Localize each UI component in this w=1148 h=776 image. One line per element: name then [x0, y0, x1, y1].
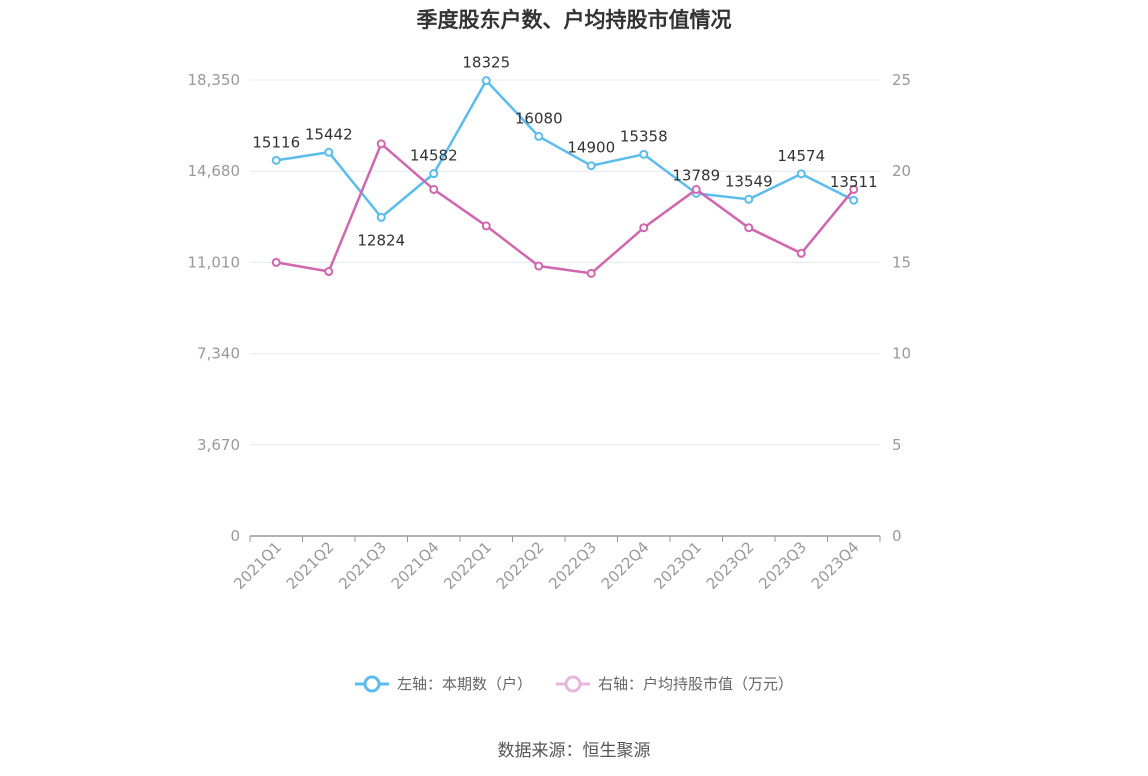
legend-item-right[interactable]: 右轴：户均持股市值（万元）: [556, 673, 793, 694]
x-tick-label: 2023Q4: [808, 538, 863, 593]
data-label: 16080: [515, 109, 563, 127]
legend-label-right: 右轴：户均持股市值（万元）: [598, 675, 794, 693]
data-point-1: [271, 155, 281, 165]
data-point-1: [586, 161, 596, 171]
data-label: 13789: [672, 166, 720, 184]
x-tick-label: 2023Q2: [703, 538, 758, 593]
data-point-1: [639, 149, 649, 159]
series-line-1: [276, 78, 855, 220]
data-point-2: [271, 257, 281, 267]
x-tick-label: 2022Q1: [440, 538, 495, 593]
y-tick-left: 7,340: [197, 345, 240, 363]
data-point-2: [429, 184, 439, 194]
data-label: 15358: [620, 127, 668, 145]
data-point-2: [849, 184, 859, 194]
data-point-1: [429, 169, 439, 179]
y-tick-left: 3,670: [197, 436, 240, 454]
data-label: 12824: [357, 231, 405, 249]
y-tick-right: 15: [892, 253, 911, 271]
data-point-2: [324, 267, 334, 277]
x-tick-label: 2021Q3: [335, 538, 390, 593]
y-tick-right: 25: [892, 71, 911, 89]
y-tick-right: 0: [892, 527, 902, 545]
data-label: 14900: [567, 139, 615, 157]
data-label: 18325: [462, 54, 510, 72]
chart-plot: 0 0 3,670 5 7,340 10 11,010 15 14,680 20 18,350 25 2…: [188, 54, 912, 593]
data-point-2: [586, 268, 596, 278]
data-point-2: [534, 261, 544, 271]
legend-label-left: 左轴：本期数（户）: [396, 675, 532, 693]
data-point-2: [376, 139, 386, 149]
data-point-1: [376, 212, 386, 222]
legend-marker-pink-icon: [556, 675, 590, 692]
data-point-2: [481, 221, 491, 231]
data-label: 13511: [830, 173, 878, 191]
y-tick-left: 18,350: [188, 71, 241, 89]
data-point-2: [744, 223, 754, 233]
series-line-2: [276, 141, 855, 275]
x-tick-label: 2022Q2: [493, 538, 548, 593]
y-tick-left: 14,680: [188, 162, 241, 180]
chart-legend: 左轴：本期数（户） 右轴：户均持股市值（万元）: [0, 673, 1148, 694]
y-tick-left: 0: [230, 527, 240, 545]
data-label: 13549: [725, 172, 773, 190]
data-point-1: [324, 147, 334, 157]
y-tick-right: 5: [892, 436, 902, 454]
data-point-1: [534, 131, 544, 141]
y-tick-right: 10: [892, 345, 911, 363]
data-point-2: [796, 248, 806, 258]
x-tick-label: 2022Q4: [598, 538, 653, 593]
x-tick-label: 2023Q3: [755, 538, 810, 593]
x-tick-label: 2022Q3: [545, 538, 600, 593]
x-tick-label: 2023Q1: [650, 538, 705, 593]
data-label: 15116: [252, 133, 300, 151]
data-point-1: [796, 169, 806, 179]
y-tick-right: 20: [892, 162, 911, 180]
legend-marker-blue-icon: [354, 675, 389, 692]
data-source: 数据来源：恒生聚源: [497, 741, 651, 761]
data-label: 14574: [777, 147, 825, 165]
chart-title: 季度股东户数、户均持股市值情况: [416, 8, 732, 32]
x-tick-label: 2021Q2: [283, 538, 338, 593]
data-point-2: [639, 223, 649, 233]
data-point-2: [691, 184, 701, 194]
data-point-1: [744, 194, 754, 204]
data-label: 15442: [305, 125, 353, 143]
x-tick-label: 2021Q1: [230, 538, 285, 593]
x-tick-label: 2021Q4: [388, 538, 443, 593]
data-label: 14582: [410, 147, 458, 165]
legend-item-left[interactable]: 左轴：本期数（户）: [354, 673, 532, 694]
y-tick-left: 11,010: [188, 253, 241, 271]
data-point-1: [849, 195, 859, 205]
data-point-1: [481, 76, 491, 86]
